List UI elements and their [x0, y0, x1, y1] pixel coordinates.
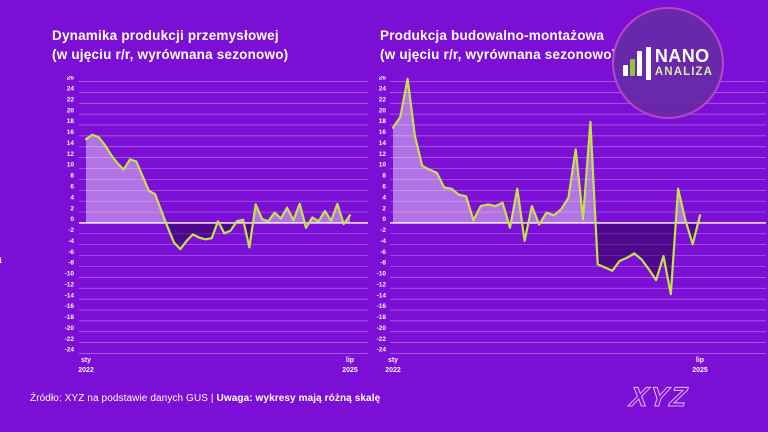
series-line	[391, 77, 702, 296]
y-tick-label: -10	[65, 271, 75, 278]
y-tick-label: 4	[70, 194, 74, 201]
source-note-bold: Uwaga: wykresy mają różną skalę	[216, 393, 381, 404]
y-tick-label: 24	[67, 86, 75, 93]
y-tick-label: 24	[379, 86, 387, 93]
y-tick-label: 16	[67, 129, 75, 136]
y-tick-label: 18	[379, 118, 387, 125]
x-tick-label-year: 2025	[692, 367, 708, 374]
logo-name-top: NANO	[654, 46, 710, 67]
y-tick-label: 0	[70, 216, 74, 223]
y-tick-label: 2	[70, 205, 74, 212]
left-chart-title-line1: Dynamika produkcji przemysłowej	[52, 28, 279, 43]
y-tick-label: 6	[382, 184, 386, 191]
left-chart-title: Dynamika produkcji przemysłowej (w ujęci…	[52, 27, 288, 65]
left-chart-title-line2: (w ujęciu r/r, wyrównana sezonowo)	[52, 46, 289, 62]
x-tick-label-month: sty	[388, 357, 398, 364]
logo-inner: NANO ANALIZA	[622, 46, 713, 80]
y-tick-label: 14	[379, 140, 387, 147]
y-tick-label: 16	[379, 129, 387, 136]
y-tick-label: -16	[65, 303, 75, 310]
right-chart-title-line1: Produkcja budowalno-montażowa	[380, 28, 605, 43]
y-tick-label: -14	[65, 292, 75, 299]
y-tick-label: 8	[382, 173, 386, 180]
y-tick-label: -12	[65, 281, 75, 288]
y-tick-label: 10	[67, 162, 75, 169]
y-tick-label: -16	[377, 303, 387, 310]
area-fill-positive	[393, 78, 700, 223]
y-tick-label: -6	[380, 249, 386, 256]
y-tick-label: 14	[67, 140, 75, 147]
y-tick-label: -14	[377, 292, 387, 299]
y-tick-label: 8	[70, 173, 74, 180]
nano-analiza-logo: NANO ANALIZA	[612, 7, 724, 119]
y-tick-label: -22	[377, 336, 387, 343]
xyz-watermark: XYZ	[624, 379, 724, 420]
y-tick-label: 12	[379, 151, 387, 158]
y-tick-label: -22	[65, 336, 75, 343]
y-tick-label: -24	[65, 347, 75, 354]
y-tick-label: 18	[67, 118, 75, 125]
xyz-watermark-text: XYZ	[627, 381, 691, 412]
logo-wordmark: NANO ANALIZA	[655, 47, 713, 79]
y-tick-label: 22	[67, 96, 75, 103]
construction-production-chart: 26242220181614121086420-2-4-6-8-10-12-14…	[377, 76, 766, 374]
y-tick-label: -12	[377, 281, 387, 288]
bar-icon-tall	[636, 51, 642, 76]
y-tick-label: -24	[377, 347, 387, 354]
y-tick-label: 10	[379, 162, 387, 169]
y-tick-label: -8	[380, 260, 386, 267]
area-fill-positive	[86, 134, 350, 223]
y-tick-label: 0	[382, 216, 386, 223]
source-note: Źródło: XYZ na podstawie danych GUS | Uw…	[30, 393, 380, 404]
y-tick-label: 6	[70, 184, 74, 191]
source-note-normal: Źródło: XYZ na podstawie danych GUS |	[30, 393, 217, 404]
y-tick-label: 20	[67, 107, 75, 114]
right-chart-title: Produkcja budowalno-montażowa (w ujęciu …	[380, 27, 616, 65]
clipped-edge-text: a	[0, 252, 2, 266]
y-tick-label: -4	[68, 238, 74, 245]
y-tick-label: -8	[68, 260, 74, 267]
right-chart-title-line2: (w ujęciu r/r, wyrównana sezonowo)	[380, 46, 617, 62]
logo-divider	[645, 46, 651, 80]
y-tick-label: 12	[67, 151, 75, 158]
bar-icon-medium	[629, 59, 635, 76]
y-tick-label: -2	[68, 227, 74, 234]
y-tick-label: -6	[68, 249, 74, 256]
x-tick-label-year: 2025	[342, 367, 358, 374]
y-tick-label: 4	[382, 194, 386, 201]
y-tick-label: -20	[377, 325, 387, 332]
y-tick-label: 22	[379, 96, 387, 103]
y-tick-label: -4	[380, 238, 386, 245]
y-tick-label: 2	[382, 205, 386, 212]
x-tick-label-year: 2022	[385, 367, 401, 374]
y-tick-label: -2	[380, 227, 386, 234]
industrial-production-chart: 26242220181614121086420-2-4-6-8-10-12-14…	[65, 76, 368, 374]
x-tick-label-month: lip	[346, 357, 354, 364]
y-tick-label: 26	[67, 76, 75, 82]
y-tick-label: -18	[65, 314, 75, 321]
x-tick-label-month: lip	[696, 357, 704, 364]
bar-chart-icon	[622, 50, 644, 76]
y-tick-label: -20	[65, 325, 75, 332]
series-line	[84, 133, 352, 251]
area-fill-negative	[508, 222, 699, 295]
bar-icon-small	[622, 65, 628, 76]
x-tick-label-month: sty	[81, 357, 91, 364]
x-tick-label-year: 2022	[78, 367, 94, 374]
area-fill-negative	[166, 222, 345, 250]
logo-name-bottom: ANALIZA	[654, 66, 714, 79]
y-tick-label: -18	[377, 314, 387, 321]
y-tick-label: 26	[379, 76, 387, 82]
y-tick-label: 20	[379, 107, 387, 114]
xyz-watermark-svg: XYZ	[626, 381, 691, 413]
y-tick-label: -10	[377, 271, 387, 278]
